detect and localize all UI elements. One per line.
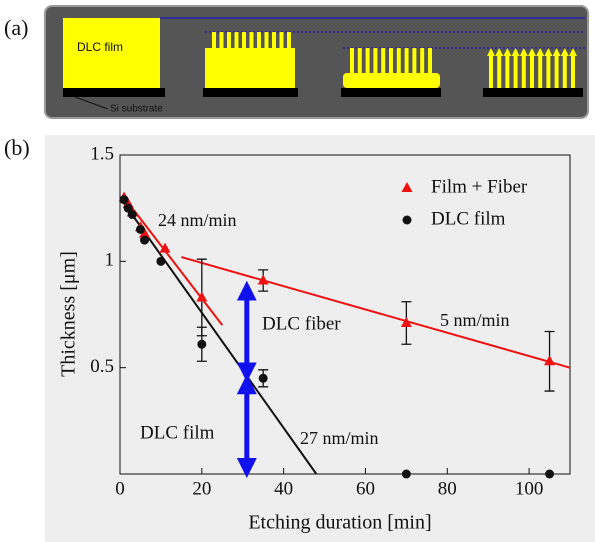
fiber [519,48,528,88]
fiber [560,48,569,88]
fit-line [123,196,224,326]
film-base [343,73,440,88]
fiber [552,48,561,88]
fiber [503,48,512,88]
substrate [63,88,165,97]
fiber [544,48,553,88]
fiber [279,32,284,49]
fit-line [181,256,571,369]
legend-marker [402,215,412,225]
substrate [341,88,441,97]
fiber [272,32,276,49]
data-point [119,195,129,205]
fiber [264,32,269,49]
x-tick-label: 100 [515,478,544,499]
data-point [139,227,151,238]
substrate [203,88,298,97]
y-axis-label: Thickness [μm] [58,251,80,377]
data-point [127,210,137,220]
fiber [495,48,504,88]
x-tick-label: 20 [192,478,211,499]
fiber [404,48,409,74]
legend-label: DLC film [431,208,506,229]
data-point [159,242,171,253]
fit-label: 24 nm/min [158,210,237,230]
substrate [483,88,583,97]
panel-label: (a) [4,15,28,40]
x-tick-label: 60 [356,478,375,499]
fit-label: 5 nm/min [440,310,510,330]
data-point [544,355,556,366]
fiber [381,48,386,74]
x-axis-label: Etching duration [min] [248,512,431,534]
etched-film [205,32,577,88]
data-point [257,274,269,285]
fiber [219,32,224,49]
fiber [287,32,291,49]
fit-line [119,196,318,475]
data-point [156,256,166,266]
x-tick-label: 80 [438,478,457,499]
arrow-label: DLC film [140,422,215,443]
fiber [487,48,495,88]
fiber [227,32,231,49]
fiber [569,48,577,88]
fiber [212,32,216,49]
film-base [205,48,295,88]
data-point [196,291,208,302]
data-point [197,339,207,349]
film-block [63,18,160,88]
y-tick-label: 1 [105,250,115,271]
fiber [357,48,362,74]
fiber [528,48,536,88]
schematic-frame [44,5,589,119]
fiber [249,32,254,49]
data-point [401,469,411,479]
fiber [536,48,545,88]
fiber [257,32,261,49]
fiber [365,48,370,74]
fiber [242,32,246,49]
fiber [511,48,520,88]
plot-frame [119,154,571,475]
fiber [350,48,354,74]
fiber [234,32,239,49]
data-point [140,235,150,245]
fiber [412,48,417,74]
legend-label: Film + Fiber [431,176,528,197]
arrow-label: DLC fiber [262,313,341,334]
fiber [420,48,425,74]
data-point [400,317,412,328]
y-tick-label: 0.5 [90,356,114,377]
film-label: DLC film [77,40,123,54]
legend-marker [401,182,413,192]
x-tick-label: 40 [274,478,293,499]
panel-label: (b) [4,135,30,160]
data-point [135,224,145,234]
data-point [258,373,268,383]
fiber [373,48,378,74]
y-tick-label: 1.5 [90,143,114,164]
fiber [396,48,401,74]
x-tick-label: 0 [115,478,125,499]
data-point [545,469,555,479]
substrate-label: Si substrate [110,104,163,115]
pointer [74,96,109,110]
fiber [428,48,432,74]
fiber [389,48,393,74]
data-point [123,203,133,213]
fit-label: 27 nm/min [300,428,379,448]
